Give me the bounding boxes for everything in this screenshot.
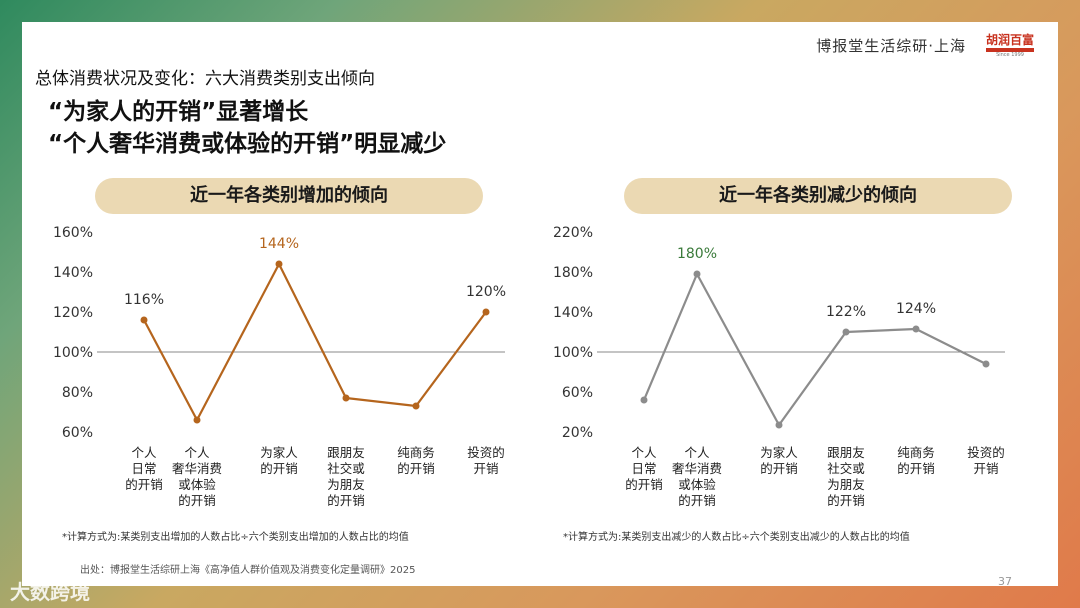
decrease-x-tick-line: 的开销	[678, 493, 716, 508]
increase-x-tick-line: 的开销	[125, 477, 163, 492]
increase-chart-title: 近一年各类别增加的倾向	[95, 178, 483, 214]
decrease-y-tick-label: 60%	[562, 385, 593, 401]
decrease-x-tick-line: 个人	[631, 445, 657, 460]
logo-since: Since 1999	[996, 52, 1024, 58]
slide-subtitle: 总体消费状况及变化：六大消费类别支出倾向	[35, 69, 375, 89]
headline-2: “个人奢华消费或体验的开销”明显减少	[48, 131, 447, 157]
decrease-data-point	[640, 396, 648, 404]
decrease-x-tick-line: 开销	[973, 461, 998, 476]
decrease-series-line	[642, 272, 987, 427]
decrease-y-tick-label: 180%	[553, 265, 593, 281]
decrease-y-tick-label: 20%	[562, 425, 593, 441]
decrease-x-tick-label: 纯商务的开销	[897, 445, 935, 476]
increase-x-tick-line: 的开销	[397, 461, 435, 476]
decrease-x-tick-label: 为家人的开销	[760, 445, 798, 476]
page-number: 37	[998, 575, 1012, 588]
decrease-data-label: 122%	[826, 304, 866, 320]
increase-data-label: 120%	[466, 284, 506, 300]
decrease-x-tick-line: 投资的	[967, 445, 1005, 460]
increase-x-tick-line: 的开销	[260, 461, 298, 476]
increase-x-tick-label: 投资的开销	[467, 445, 505, 476]
decrease-data-point	[842, 328, 850, 336]
logo-text: 胡润百富	[985, 33, 1034, 47]
decrease-x-tick-line: 的开销	[897, 461, 935, 476]
increase-y-tick-label: 160%	[53, 225, 93, 241]
decrease-x-tick-label: 投资的开销	[967, 445, 1005, 476]
increase-x-tick-line: 社交或	[327, 461, 365, 476]
decrease-calc-note: *计算方式为:某类别支出减少的人数占比÷六个类别支出减少的人数占比的均值	[563, 532, 910, 543]
increase-x-tick-line: 日常	[131, 461, 156, 476]
decrease-x-tick-line: 日常	[631, 461, 656, 476]
increase-x-tick-line: 投资的	[467, 445, 505, 460]
decrease-x-tick-label: 个人日常的开销	[625, 445, 663, 492]
decrease-data-point	[912, 325, 920, 333]
decrease-data-point	[693, 270, 701, 278]
increase-x-tick-line: 开销	[473, 461, 498, 476]
increase-x-tick-label: 纯商务的开销	[397, 445, 435, 476]
increase-data-point	[140, 316, 148, 324]
watermark: 大数跨境	[10, 580, 90, 604]
increase-data-label: 144%	[259, 236, 299, 252]
increase-data-point	[412, 402, 420, 410]
source-citation: 出处：博报堂生活综研上海《高净值人群价值观及消费变化定量调研》2025	[80, 565, 416, 576]
logo-bar	[986, 48, 1034, 52]
increase-x-tick-label: 个人日常的开销	[125, 445, 163, 492]
increase-data-point	[275, 260, 283, 268]
increase-x-tick-label: 跟朋友社交或为朋友的开销	[327, 445, 365, 508]
increase-x-tick-label: 为家人的开销	[260, 445, 298, 476]
decrease-x-tick-line: 的开销	[625, 477, 663, 492]
increase-x-tick-line: 为家人	[260, 445, 298, 460]
decrease-y-tick-label: 220%	[553, 225, 593, 241]
increase-x-tick-line: 或体验	[178, 477, 216, 492]
increase-x-tick-line: 个人	[131, 445, 157, 460]
slide-card	[22, 22, 1058, 586]
increase-x-tick-line: 的开销	[178, 493, 216, 508]
decrease-x-tick-line: 纯商务	[897, 445, 935, 460]
increase-series-line	[143, 262, 487, 422]
increase-y-tick-label: 140%	[53, 265, 93, 281]
increase-x-tick-label: 个人奢华消费或体验的开销	[172, 445, 222, 508]
brand-name: 博报堂生活综研·上海	[816, 37, 966, 55]
decrease-x-tick-label: 个人奢华消费或体验的开销	[672, 445, 722, 508]
decrease-line-chart: 220%180%140%100%60%20%180%122% 124%个人日常的开…	[553, 225, 1005, 508]
increase-y-tick-label: 80%	[62, 385, 93, 401]
increase-calc-note: *计算方式为:某类别支出增加的人数占比÷六个类别支出增加的人数占比的均值	[62, 532, 409, 543]
decrease-y-tick-label: 100%	[553, 345, 593, 361]
decrease-y-tick-label: 140%	[553, 305, 593, 321]
decrease-x-tick-line: 社交或	[827, 461, 865, 476]
increase-x-tick-line: 的开销	[327, 493, 365, 508]
increase-y-tick-label: 60%	[62, 425, 93, 441]
decrease-data-label: 180%	[677, 246, 717, 262]
decrease-x-tick-line: 或体验	[678, 477, 716, 492]
decrease-x-tick-line: 为朋友	[827, 477, 865, 492]
increase-data-point	[193, 416, 201, 424]
decrease-x-tick-label: 跟朋友社交或为朋友的开销	[827, 445, 865, 508]
decrease-data-point	[775, 421, 783, 429]
decrease-x-tick-line: 的开销	[760, 461, 798, 476]
increase-y-tick-label: 120%	[53, 305, 93, 321]
decrease-x-tick-line: 奢华消费	[672, 461, 722, 476]
increase-x-tick-line: 个人	[184, 445, 210, 460]
increase-x-tick-line: 为朋友	[327, 477, 365, 492]
increase-x-tick-line: 奢华消费	[172, 461, 222, 476]
increase-data-point	[342, 394, 350, 402]
hurun-logo: 胡润百富 Since 1999	[982, 33, 1038, 59]
headline-1: “为家人的开销”显著增长	[48, 99, 309, 125]
increase-line-chart: 160%140%120%100%80%60%116%144%120%个人日常的开…	[53, 225, 506, 508]
increase-data-point	[482, 308, 490, 316]
increase-x-tick-line: 跟朋友	[327, 445, 365, 460]
decrease-data-point	[982, 360, 990, 368]
decrease-x-tick-line: 为家人	[760, 445, 798, 460]
decrease-data-label: 124%	[896, 301, 936, 317]
decrease-x-tick-line: 个人	[684, 445, 710, 460]
increase-x-tick-line: 纯商务	[397, 445, 435, 460]
decrease-x-tick-line: 跟朋友	[827, 445, 865, 460]
decrease-chart-title: 近一年各类别减少的倾向	[624, 178, 1012, 214]
decrease-x-tick-line: 的开销	[827, 493, 865, 508]
increase-y-tick-label: 100%	[53, 345, 93, 361]
increase-data-label: 116%	[124, 292, 164, 308]
